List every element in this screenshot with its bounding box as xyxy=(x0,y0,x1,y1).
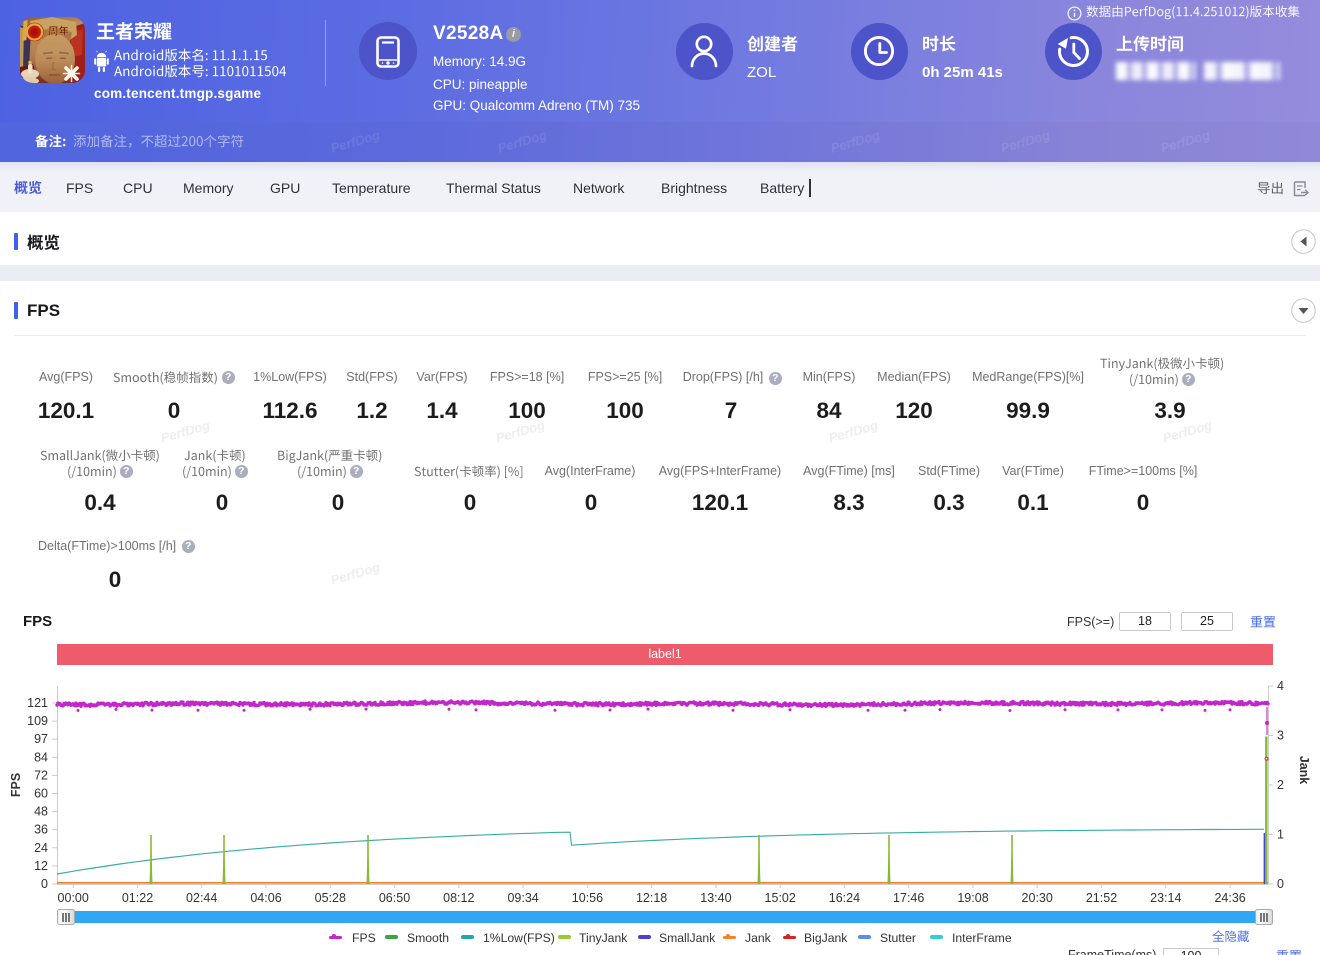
svg-text:36: 36 xyxy=(34,823,48,837)
svg-text:60: 60 xyxy=(34,787,48,801)
svg-text:24: 24 xyxy=(34,841,48,855)
svg-text:1: 1 xyxy=(1277,828,1284,842)
svg-text:97: 97 xyxy=(34,732,48,746)
svg-text:12:18: 12:18 xyxy=(636,891,667,905)
svg-text:2: 2 xyxy=(1277,778,1284,792)
svg-text:09:34: 09:34 xyxy=(507,891,538,905)
svg-text:12: 12 xyxy=(34,859,48,873)
svg-text:0: 0 xyxy=(1277,877,1284,891)
svg-text:05:28: 05:28 xyxy=(315,891,346,905)
svg-text:4: 4 xyxy=(1277,679,1284,693)
svg-text:10:56: 10:56 xyxy=(572,891,603,905)
svg-text:3: 3 xyxy=(1277,729,1284,743)
svg-text:FPS: FPS xyxy=(9,773,23,797)
svg-text:72: 72 xyxy=(34,768,48,782)
svg-text:121: 121 xyxy=(27,696,48,710)
svg-text:23:14: 23:14 xyxy=(1150,891,1181,905)
svg-text:48: 48 xyxy=(34,805,48,819)
svg-text:17:46: 17:46 xyxy=(893,891,924,905)
svg-text:24:36: 24:36 xyxy=(1214,891,1245,905)
svg-text:Jank: Jank xyxy=(1297,756,1311,785)
svg-text:15:02: 15:02 xyxy=(765,891,796,905)
svg-text:109: 109 xyxy=(27,714,48,728)
svg-text:16:24: 16:24 xyxy=(829,891,860,905)
svg-text:06:50: 06:50 xyxy=(379,891,410,905)
svg-text:01:22: 01:22 xyxy=(122,891,153,905)
svg-text:20:30: 20:30 xyxy=(1022,891,1053,905)
svg-text:02:44: 02:44 xyxy=(186,891,217,905)
svg-text:21:52: 21:52 xyxy=(1086,891,1117,905)
svg-text:84: 84 xyxy=(34,750,48,764)
svg-text:04:06: 04:06 xyxy=(250,891,281,905)
svg-text:0: 0 xyxy=(41,877,48,891)
svg-text:19:08: 19:08 xyxy=(957,891,988,905)
svg-text:08:12: 08:12 xyxy=(443,891,474,905)
svg-text:13:40: 13:40 xyxy=(700,891,731,905)
svg-text:00:00: 00:00 xyxy=(58,891,89,905)
